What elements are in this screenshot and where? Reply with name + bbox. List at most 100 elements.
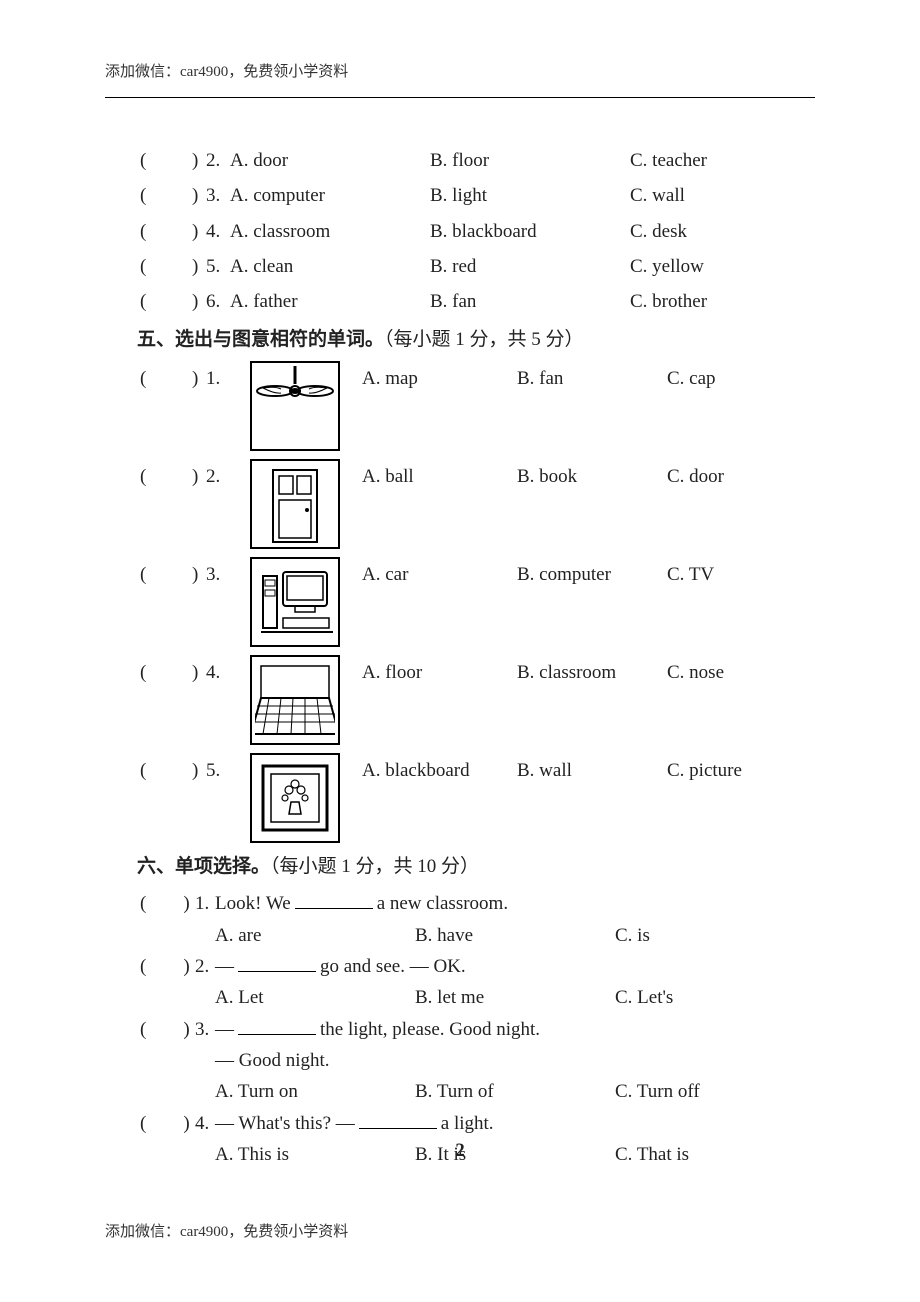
image-question-row: ()1.A. mapB. fanC. cap [140, 361, 820, 451]
question-number: 4. [206, 657, 230, 688]
paren-open: ( [140, 1014, 152, 1045]
question-number: 4. [195, 1108, 215, 1139]
header-rule [105, 97, 815, 98]
paren-close: ) [183, 888, 195, 919]
paren-open: ( [140, 251, 154, 282]
paren-close: ) [192, 180, 206, 211]
paren-close: ) [192, 657, 206, 688]
option-b: B. Turn of [415, 1076, 615, 1107]
fill-question: ()1.Look! We a new classroom.A. areB. ha… [140, 888, 820, 951]
stem-pre: — [215, 1014, 234, 1045]
option-b: B. wall [517, 755, 667, 786]
option-a: A. clean [230, 251, 430, 282]
option-b: B. book [517, 461, 667, 492]
option-b: B. fan [517, 363, 667, 394]
paren-close: ) [192, 286, 206, 317]
paren-open: ( [140, 363, 154, 394]
option-a: A. door [230, 145, 430, 176]
option-b: B. computer [517, 559, 667, 590]
paren-close: ) [183, 1108, 195, 1139]
option-c: C. is [615, 920, 765, 951]
fill-blank[interactable] [238, 953, 316, 972]
option-c: C. TV [667, 559, 787, 590]
stem-post: a light. [441, 1108, 494, 1139]
option-a: A. computer [230, 180, 430, 211]
option-c: C. teacher [630, 145, 780, 176]
image-question-row: ()2.A. ballB. bookC. door [140, 459, 820, 549]
option-a: A. car [362, 559, 517, 590]
fill-question: ()3.— the light, please. Good night.— Go… [140, 1014, 820, 1108]
option-c: C. door [667, 461, 787, 492]
option-c: C. wall [630, 180, 780, 211]
question-number: 3. [206, 559, 230, 590]
paren-open: ( [140, 1108, 152, 1139]
option-b: B. light [430, 180, 630, 211]
paren-close: ) [192, 559, 206, 590]
option-a: A. father [230, 286, 430, 317]
stem-post: the light, please. Good night. [320, 1014, 540, 1045]
fill-question: ()2.— go and see. — OK.A. LetB. let meC.… [140, 951, 820, 1014]
option-c: C. desk [630, 216, 780, 247]
paren-open: ( [140, 180, 154, 211]
fill-blank[interactable] [359, 1110, 437, 1129]
paren-close: ) [192, 251, 206, 282]
question-number: 3. [206, 180, 230, 211]
option-c: C. Turn off [615, 1076, 765, 1107]
floor-icon [250, 655, 340, 745]
section5-note: （每小题 1 分，共 5 分） [384, 329, 584, 350]
paren-open: ( [140, 888, 152, 919]
option-b: B. classroom [517, 657, 667, 688]
option-b: B. floor [430, 145, 630, 176]
question-number: 2. [195, 951, 215, 982]
paren-close: ) [192, 363, 206, 394]
header-note: 添加微信：car4900，免费领小学资料 [105, 60, 348, 81]
option-b: B. have [415, 920, 615, 951]
paren-open: ( [140, 145, 154, 176]
option-b: B. blackboard [430, 216, 630, 247]
option-c: C. Let's [615, 982, 765, 1013]
option-c: C. brother [630, 286, 780, 317]
paren-close: ) [183, 951, 195, 982]
section5-heading: 五、选出与图意相符的单词。 [137, 329, 384, 350]
paren-open: ( [140, 559, 154, 590]
paren-close: ) [192, 755, 206, 786]
paren-close: ) [192, 461, 206, 492]
option-a: A. classroom [230, 216, 430, 247]
option-a: A. are [215, 920, 415, 951]
question-number: 4. [206, 216, 230, 247]
question-number: 5. [206, 755, 230, 786]
option-b: B. fan [430, 286, 630, 317]
section5-title: 五、选出与图意相符的单词。（每小题 1 分，共 5 分） [137, 324, 820, 355]
paren-close: ) [192, 216, 206, 247]
paren-open: ( [140, 657, 154, 688]
paren-close: ) [183, 1014, 195, 1045]
door-icon [250, 459, 340, 549]
question-number: 2. [206, 461, 230, 492]
question-row: ()5.A. cleanB. redC. yellow [140, 251, 820, 282]
option-b: B. let me [415, 982, 615, 1013]
section6-title: 六、单项选择。（每小题 1 分，共 10 分） [137, 851, 820, 882]
question-row: ()2.A. doorB. floorC. teacher [140, 145, 820, 176]
page-number: 2 [0, 1140, 920, 1162]
option-a: A. floor [362, 657, 517, 688]
section6-heading: 六、单项选择。 [137, 856, 270, 877]
computer-icon [250, 557, 340, 647]
fan-icon [250, 361, 340, 451]
picture-icon [250, 753, 340, 843]
paren-open: ( [140, 755, 154, 786]
option-c: C. picture [667, 755, 787, 786]
question-number: 3. [195, 1014, 215, 1045]
question-row: ()3.A. computerB. lightC. wall [140, 180, 820, 211]
stem-line2: — Good night. [215, 1045, 330, 1076]
fill-blank[interactable] [295, 890, 373, 909]
option-c: C. nose [667, 657, 787, 688]
option-a: A. ball [362, 461, 517, 492]
stem-post: a new classroom. [377, 888, 508, 919]
option-c: C. yellow [630, 251, 780, 282]
question-number: 1. [206, 363, 230, 394]
question-number: 2. [206, 145, 230, 176]
question-number: 6. [206, 286, 230, 317]
fill-blank[interactable] [238, 1016, 316, 1035]
stem-pre: — [215, 951, 234, 982]
image-question-row: ()3. A. carB. computerC. TV [140, 557, 820, 647]
